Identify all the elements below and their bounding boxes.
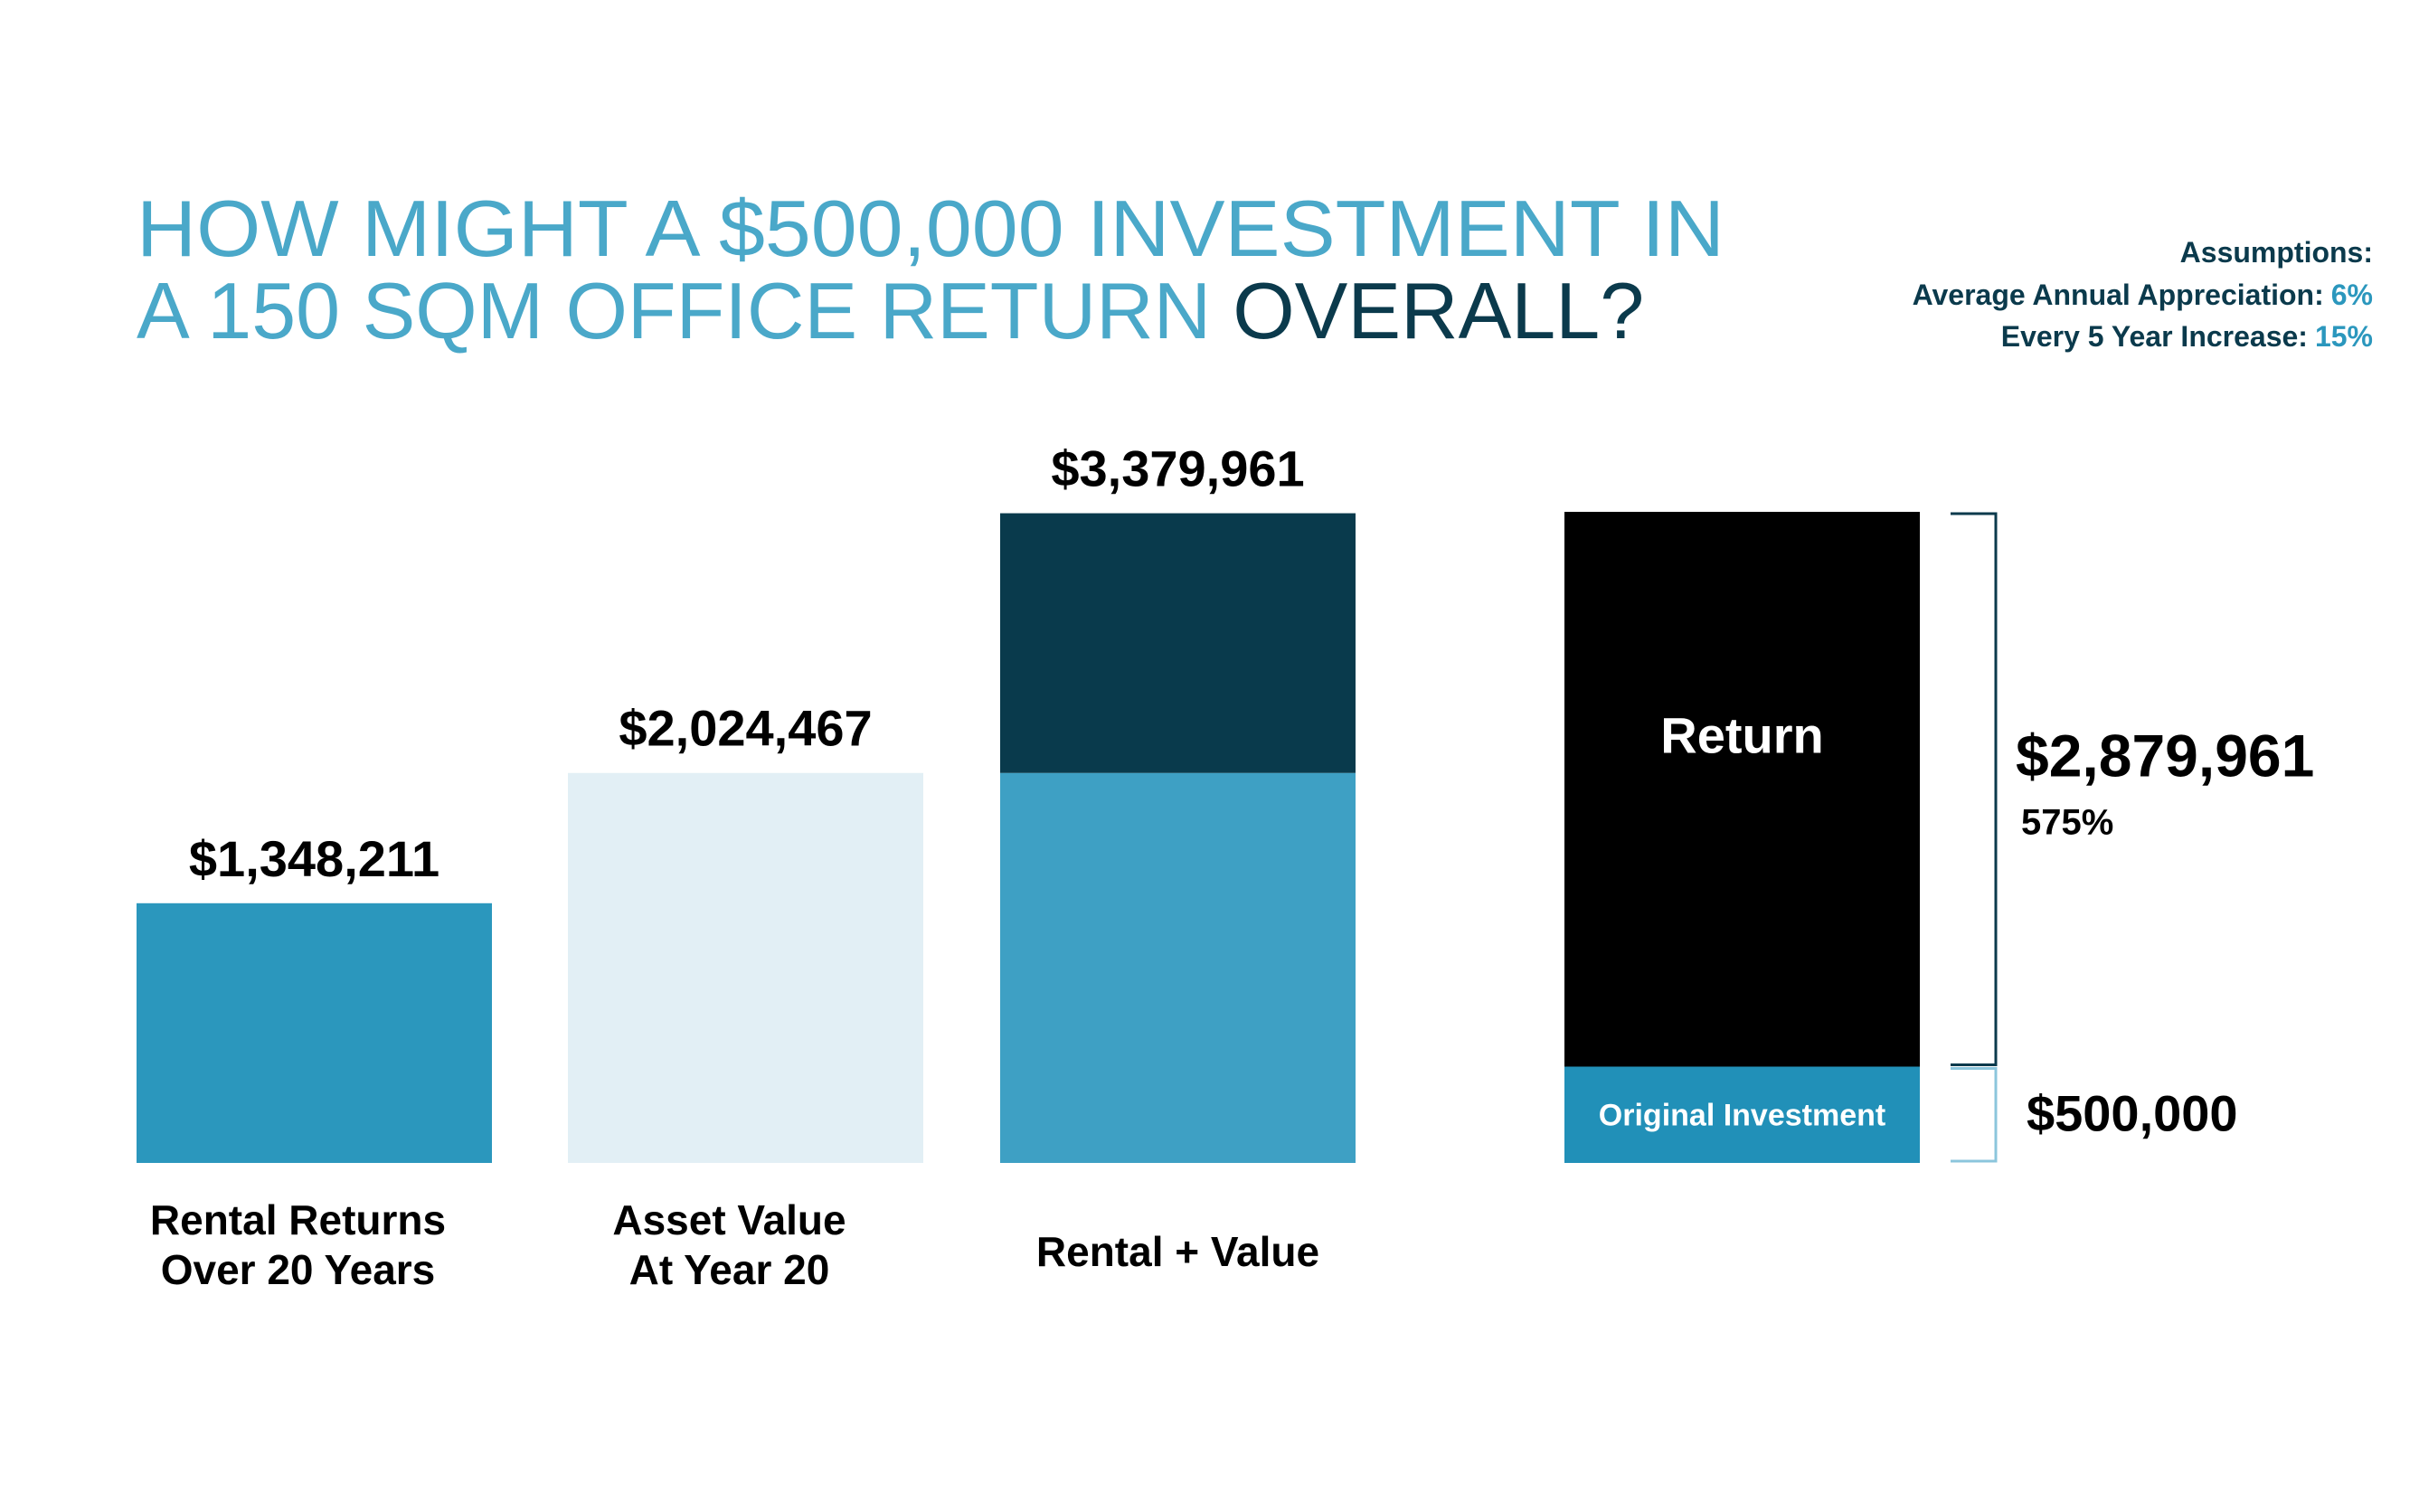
title-line: HOW MIGHT A $500,000 INVESTMENT IN bbox=[137, 184, 1724, 273]
bracket bbox=[1951, 1066, 1998, 1163]
bracket bbox=[1951, 512, 1998, 1066]
breakdown-segment bbox=[1564, 1066, 1920, 1163]
segment-name: Return bbox=[1660, 707, 1823, 764]
assumption-label: Every 5 Year Increase: bbox=[2001, 320, 2308, 353]
breakdown-segment bbox=[1564, 512, 1920, 1067]
value-label: $3,379,961 bbox=[1051, 440, 1304, 497]
assumption: Average Annual Appreciation: 6% bbox=[1913, 279, 2373, 311]
x-tick-label: Over 20 Years bbox=[161, 1246, 436, 1293]
value-label: $1,348,211 bbox=[189, 830, 439, 887]
segment-value-label: $2,879,961 bbox=[2016, 723, 2314, 789]
x-tick-label: Rental + Value bbox=[1036, 1228, 1319, 1275]
title-emphasis: OVERALL? bbox=[1233, 266, 1644, 355]
bar-segment bbox=[1000, 513, 1356, 773]
x-tick-label: Asset Value bbox=[612, 1196, 846, 1243]
value-label: $2,024,467 bbox=[619, 700, 872, 757]
assumption-value: 15% bbox=[2315, 320, 2373, 353]
assumption-label: Average Annual Appreciation: bbox=[1913, 279, 2324, 311]
assumption-value: 6% bbox=[2331, 279, 2373, 311]
bar-segment bbox=[137, 902, 492, 1163]
assumption: Every 5 Year Increase: 15% bbox=[2001, 320, 2373, 353]
bar-segment bbox=[1000, 772, 1356, 1163]
assumptions-heading: Assumptions: bbox=[2180, 236, 2373, 269]
title-text: A 150 SQM OFFICE RETURN bbox=[137, 266, 1211, 355]
bar-segment bbox=[568, 772, 923, 1163]
segment-value-label: $500,000 bbox=[2027, 1085, 2238, 1142]
title-line: A 150 SQM OFFICE RETURN OVERALL? bbox=[137, 266, 1644, 355]
segment-percent-label: 575% bbox=[2021, 803, 2113, 843]
x-tick-label: At Year 20 bbox=[629, 1246, 830, 1293]
x-tick-label: Rental Returns bbox=[150, 1196, 446, 1243]
segment-name: Original Investment bbox=[1599, 1099, 1885, 1133]
